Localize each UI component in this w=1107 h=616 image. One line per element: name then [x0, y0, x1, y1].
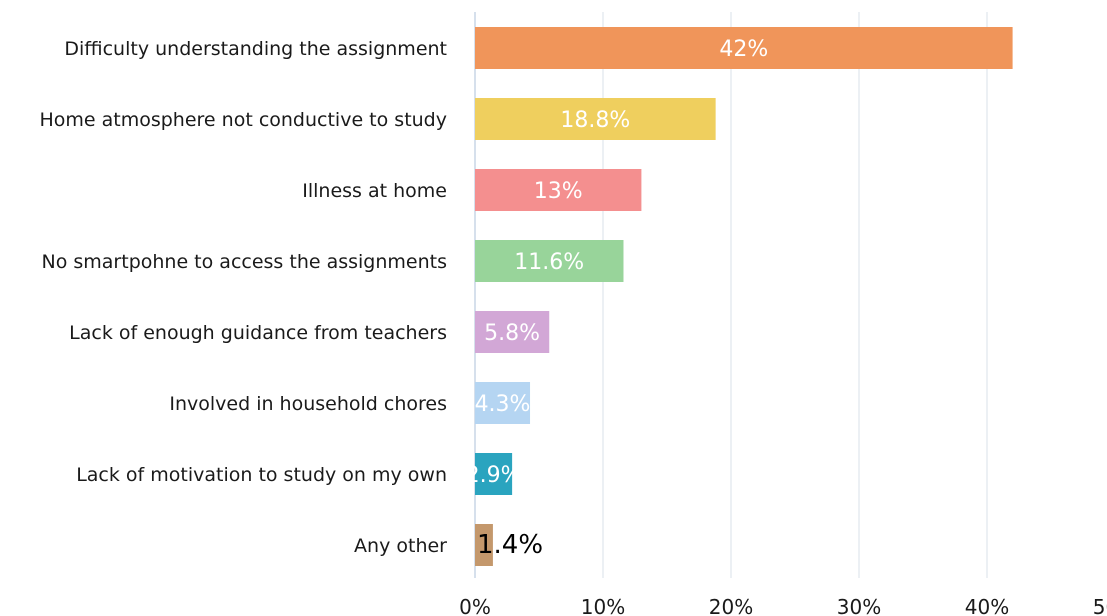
category-label: Lack of motivation to study on my own — [76, 464, 447, 486]
category-label: Lack of enough guidance from teachers — [69, 322, 447, 344]
bar — [475, 169, 642, 211]
x-tick-label: 20% — [709, 595, 753, 616]
category-label: Home atmosphere not conductive to study — [39, 109, 447, 131]
bar — [475, 311, 550, 353]
x-tick-label: 50% — [1093, 595, 1107, 616]
data-labels: 42% 18.8% 13% 11.6% 5.8% 4.3% 2.9% 1.4% — [466, 37, 769, 560]
bar — [475, 453, 513, 495]
bar — [475, 27, 1013, 69]
data-label: 2.9% — [466, 463, 522, 488]
category-label: Any other — [354, 535, 447, 557]
category-label: Difficulty understanding the assignment — [64, 38, 447, 60]
category-labels: Difficulty understanding the assignment H… — [39, 38, 447, 557]
bars — [475, 27, 1013, 566]
bar — [475, 240, 624, 282]
data-label: 18.8% — [560, 108, 630, 133]
data-label: 5.8% — [484, 321, 540, 346]
x-tick-label: 10% — [581, 595, 625, 616]
gridlines — [474, 12, 988, 578]
x-tick-label: 30% — [837, 595, 881, 616]
bar — [475, 524, 493, 566]
data-label: 11.6% — [514, 250, 584, 275]
bar — [475, 98, 716, 140]
category-label: No smartpohne to access the assignments — [42, 251, 448, 273]
data-label: 42% — [719, 37, 768, 62]
category-label: Illness at home — [302, 180, 447, 202]
x-tick-label: 0% — [459, 595, 491, 616]
data-label: 4.3% — [475, 392, 531, 417]
bar — [475, 382, 531, 424]
x-axis-ticks: 0% 10% 20% 30% 40% 50% — [459, 595, 1107, 616]
data-label: 13% — [534, 179, 583, 204]
category-label: Involved in household chores — [169, 393, 447, 415]
x-tick-label: 40% — [965, 595, 1009, 616]
data-label: 1.4% — [477, 530, 543, 560]
